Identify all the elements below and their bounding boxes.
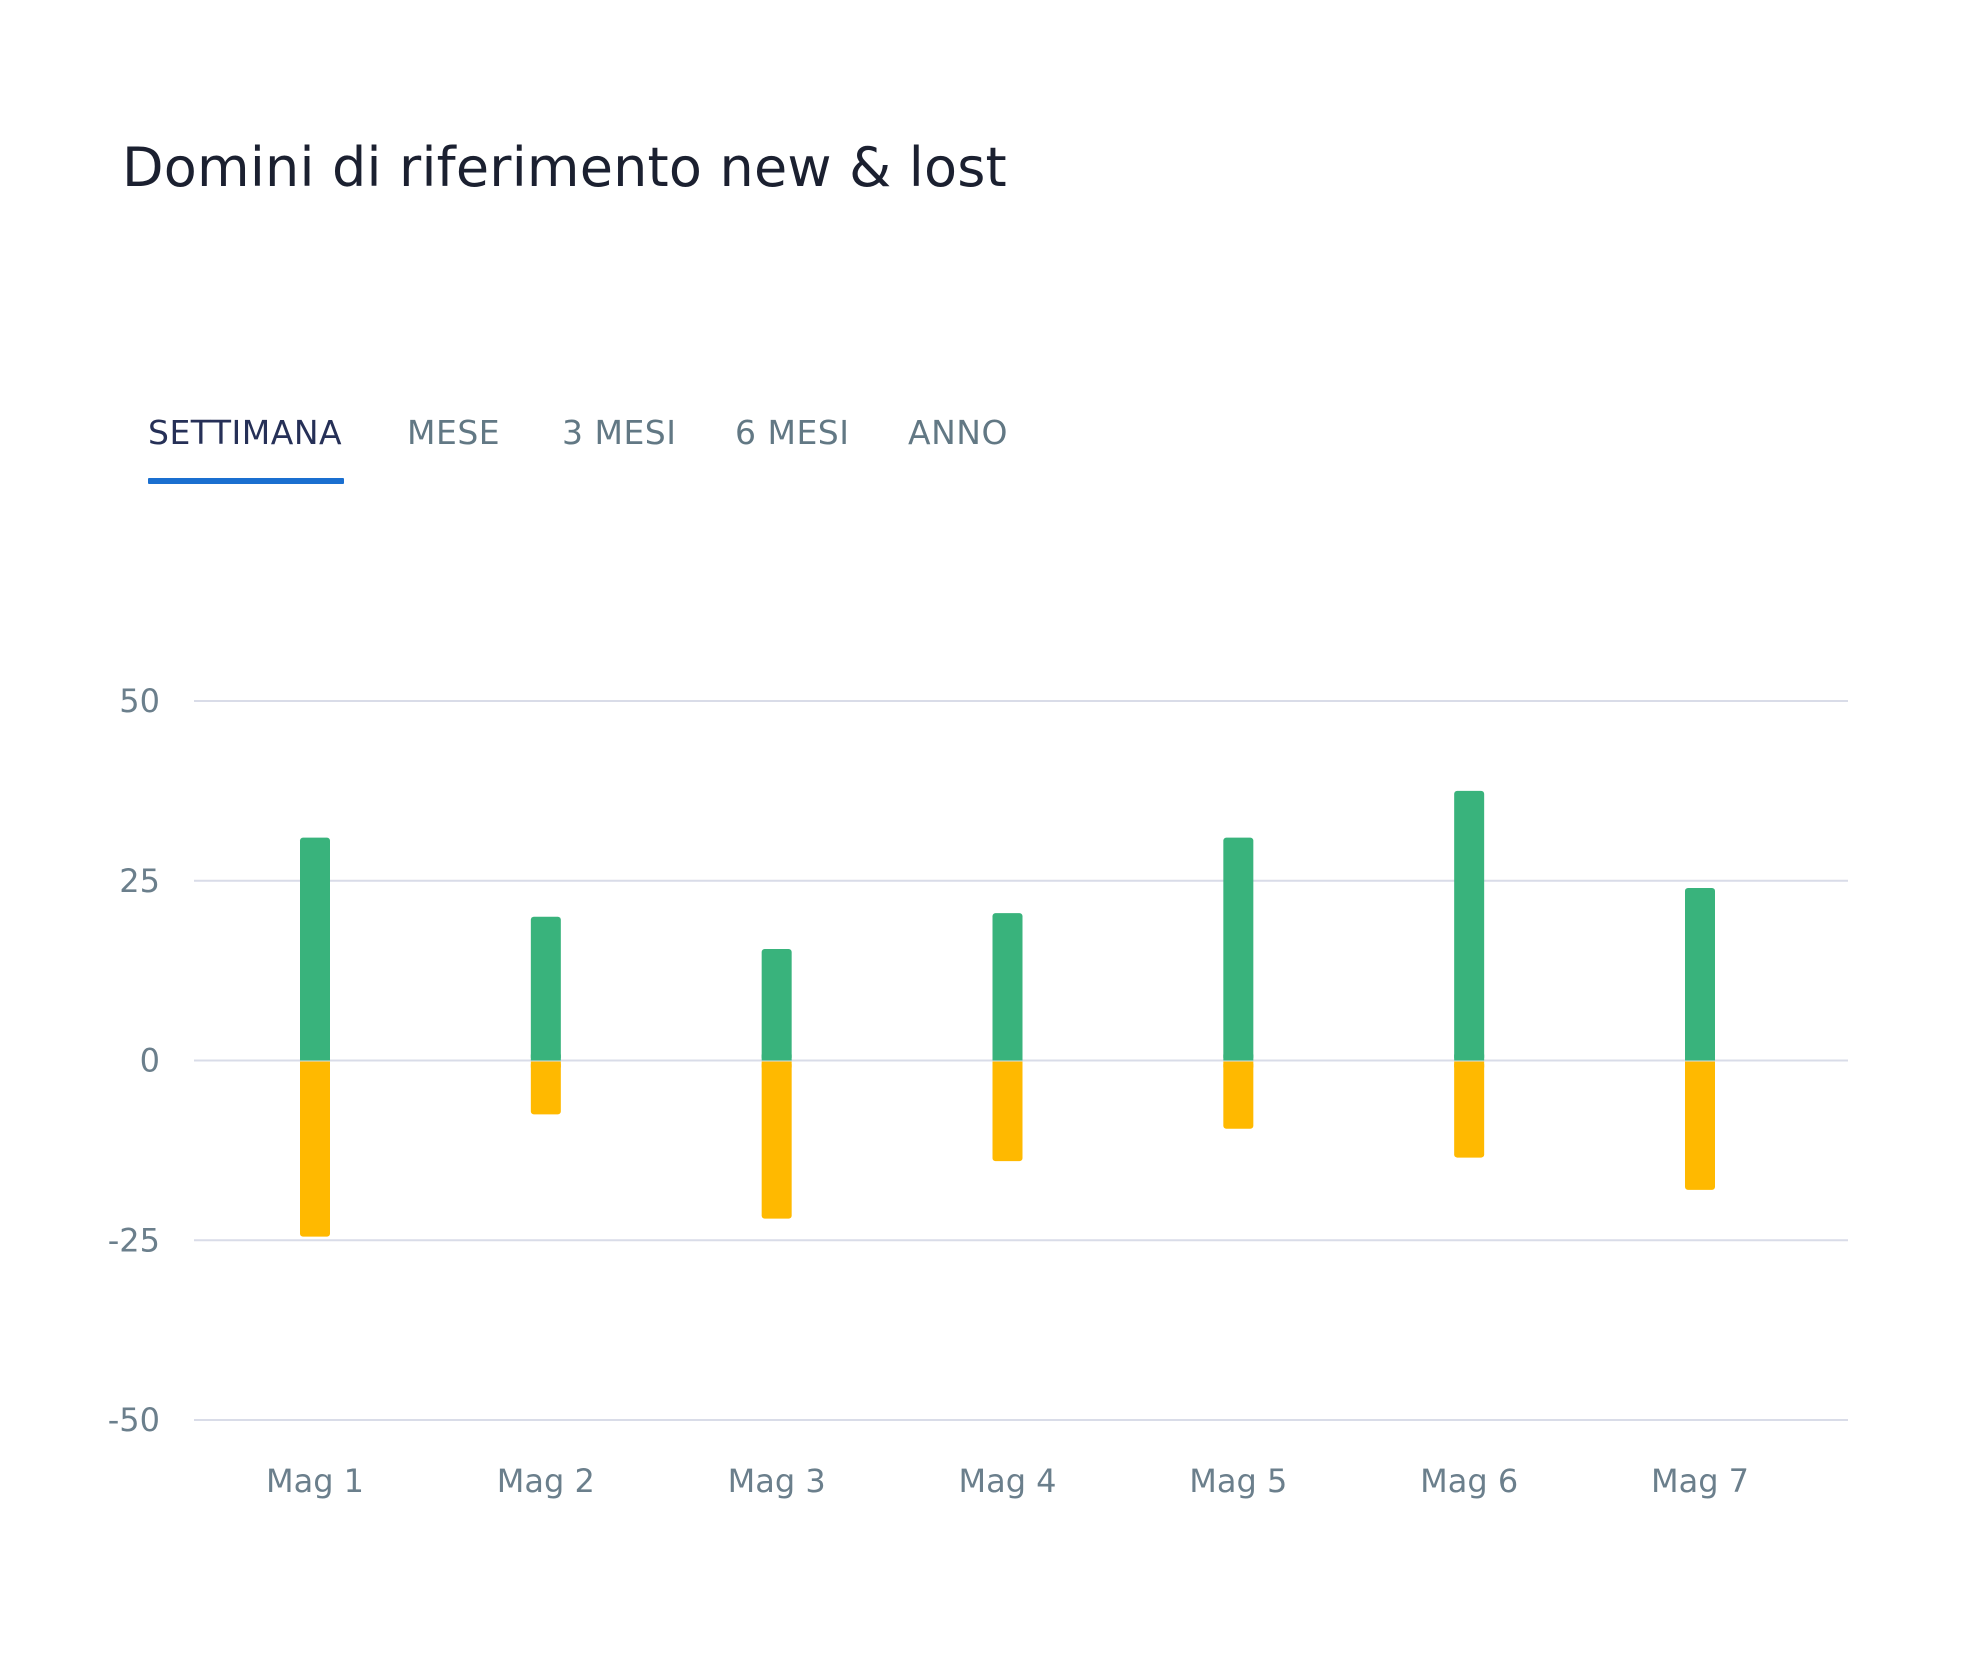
x-tick-label: Mag 7 [1651,1462,1749,1500]
bar-lost [761,1061,792,1219]
tab-mese[interactable]: MESE [407,413,501,452]
x-tick-label: Mag 4 [958,1462,1056,1500]
tab-3-mesi[interactable]: 3 MESI [562,413,677,452]
bar-new-base [300,1054,330,1061]
x-tick-label: Mag 3 [728,1462,826,1500]
bar-lost-base [1223,1061,1254,1068]
bar-new-base [530,1054,561,1061]
x-tick-label: Mag 6 [1420,1462,1518,1500]
bar-new [530,916,561,1061]
bar-lost [992,1061,1023,1162]
y-tick-label: 25 [119,862,160,900]
bar-lost [1454,1061,1485,1158]
bar-new [761,949,792,1061]
tab-6-mesi[interactable]: 6 MESI [735,413,850,452]
bar-lost-base [530,1061,561,1068]
y-tick-label: 0 [140,1042,160,1080]
bar-lost-base [992,1061,1023,1068]
x-tick-label: Mag 2 [497,1462,595,1500]
bar-new-base [1685,1054,1715,1061]
active-tab-indicator [148,478,344,484]
bar-new [992,913,1023,1061]
bar-new-base [1223,1054,1254,1061]
y-tick-label: 50 [119,682,160,720]
bar-lost [1685,1061,1715,1190]
bar-new-base [1454,1054,1485,1061]
bar-lost-base [1454,1061,1485,1068]
bar-lost [300,1061,330,1237]
bar-new-base [761,1054,792,1061]
bar-new-base [992,1054,1023,1061]
x-tick-label: Mag 5 [1189,1462,1287,1500]
tab-settimana[interactable]: SETTIMANA [148,413,343,452]
y-tick-label: -50 [108,1401,160,1439]
bar-lost [1223,1061,1254,1129]
bar-new [300,837,330,1061]
bar-lost-base [761,1061,792,1068]
bar-lost-base [300,1061,330,1068]
bar-new [1223,837,1254,1061]
chart-title: Domini di riferimento new & lost [122,136,1007,199]
bar-lost-base [1685,1061,1715,1068]
bar-lost [530,1061,561,1115]
y-axis-labels: 50 25 0 -25 -50 [108,682,160,1439]
tab-anno[interactable]: ANNO [908,413,1008,452]
bars [300,790,1715,1237]
grid-lines [194,700,1848,1421]
x-tick-label: Mag 1 [266,1462,364,1500]
bar-new [1685,887,1715,1061]
bar-new [1454,790,1485,1061]
x-axis-labels: Mag 1 Mag 2 Mag 3 Mag 4 Mag 5 Mag 6 Mag 7 [266,1462,1749,1500]
period-tabs: SETTIMANA MESE 3 MESI 6 MESI ANNO [148,408,1148,488]
y-tick-label: -25 [108,1221,160,1259]
